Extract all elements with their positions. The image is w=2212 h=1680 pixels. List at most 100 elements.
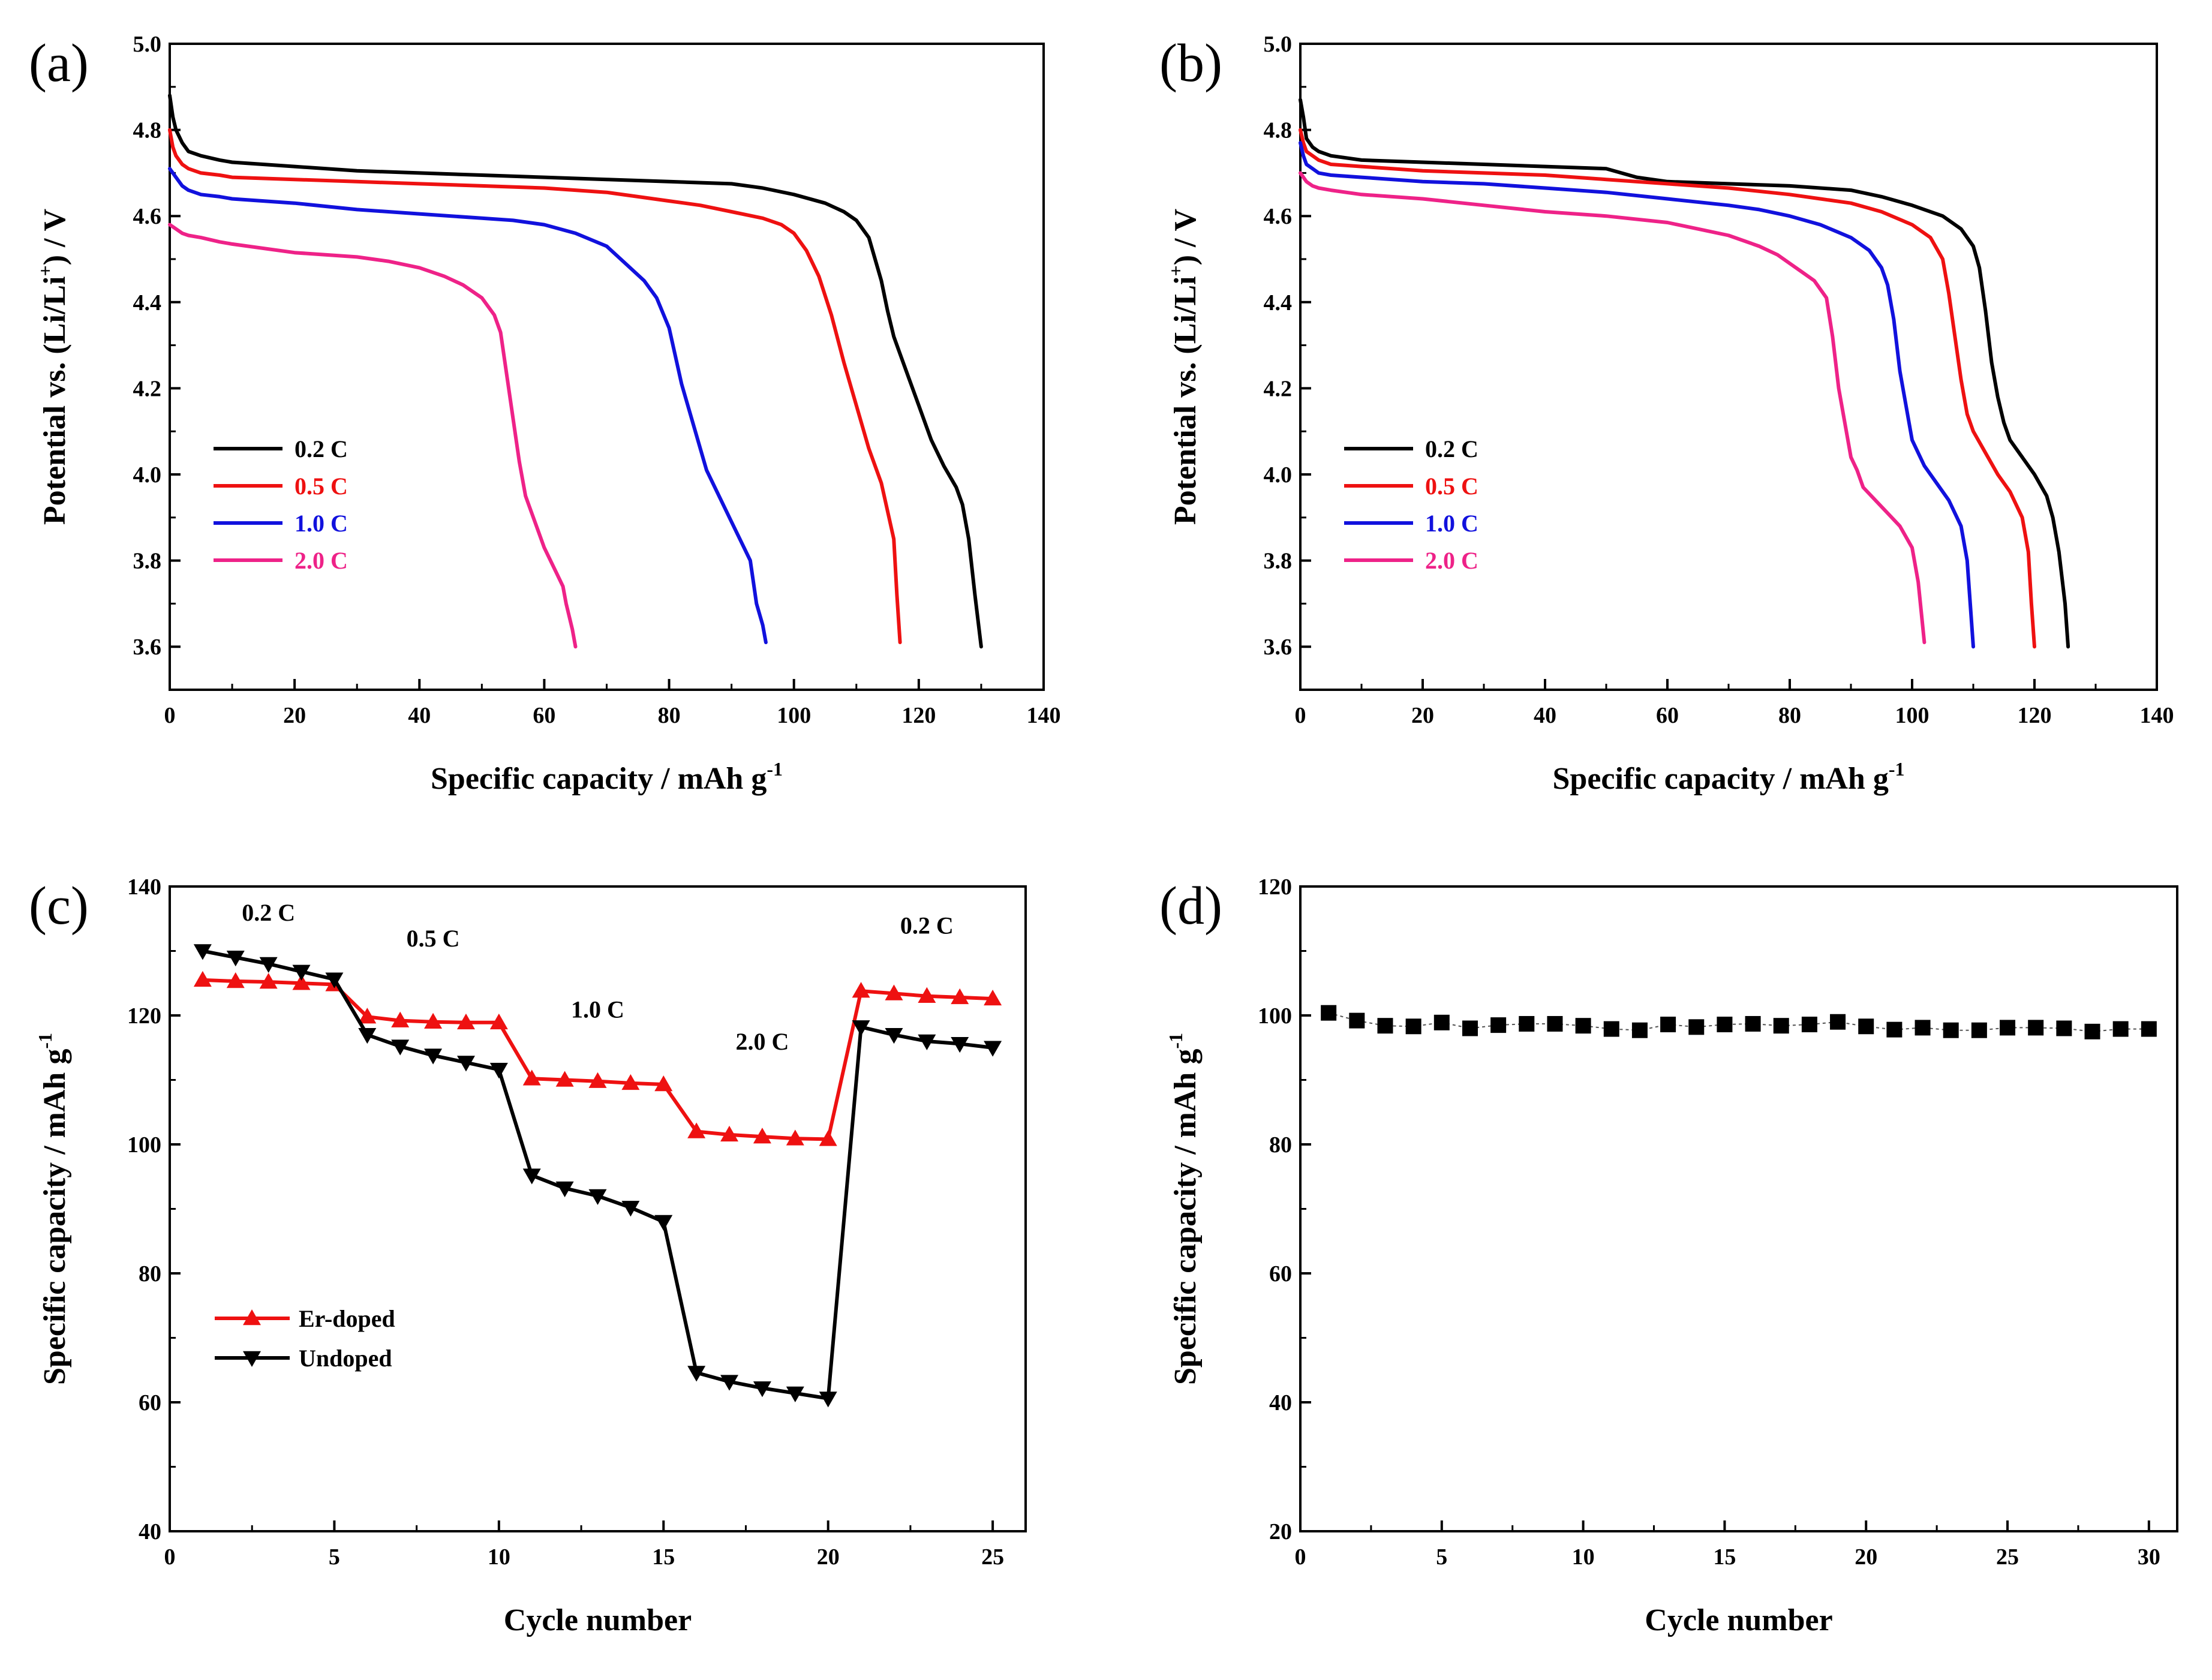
series-line-0-2-c bbox=[1299, 98, 2070, 649]
legend-label: 1.0 C bbox=[1425, 510, 1478, 537]
data-point bbox=[2112, 1021, 2129, 1037]
x-axis-title-main: Specific capacity / mAh g bbox=[431, 762, 767, 796]
series-line-0-2-c bbox=[168, 94, 983, 649]
data-point bbox=[1773, 1018, 1789, 1034]
series-line-1-0-c bbox=[168, 167, 768, 644]
data-point bbox=[424, 1048, 443, 1065]
data-point bbox=[654, 1075, 673, 1092]
data-point bbox=[2141, 1021, 2157, 1037]
x-tick-label: 15 bbox=[652, 1544, 675, 1570]
data-point bbox=[621, 1074, 640, 1090]
data-point bbox=[522, 1168, 541, 1185]
y-tick-label: 4.6 bbox=[1264, 204, 1293, 229]
y-tick-label: 40 bbox=[139, 1519, 161, 1544]
y-tick-label: 4.6 bbox=[133, 204, 162, 229]
data-point bbox=[226, 972, 245, 988]
data-point bbox=[1660, 1017, 1676, 1033]
data-point bbox=[522, 1069, 541, 1086]
x-tick-label: 20 bbox=[1411, 703, 1434, 728]
data-point bbox=[358, 1008, 377, 1024]
y-tick-label: 100 bbox=[127, 1132, 161, 1158]
y-tick-label: 4.8 bbox=[1264, 118, 1293, 143]
data-point bbox=[720, 1125, 739, 1142]
data-point bbox=[786, 1386, 804, 1402]
x-axis-title-sup: -1 bbox=[767, 758, 783, 780]
data-point bbox=[687, 1122, 706, 1138]
y-tick-label: 4.2 bbox=[1264, 376, 1293, 401]
data-point bbox=[819, 1392, 837, 1408]
y-axis-title: Specific capacity / mAh g-1 bbox=[34, 1033, 72, 1385]
x-tick-label: 0 bbox=[164, 703, 176, 728]
data-point bbox=[984, 1041, 1002, 1057]
data-point bbox=[555, 1071, 574, 1087]
y-axis-title-end: ) / V bbox=[38, 209, 72, 265]
data-point bbox=[885, 1028, 903, 1044]
data-point bbox=[621, 1201, 640, 1217]
legend-label: 1.0 C bbox=[294, 510, 348, 537]
data-point bbox=[193, 944, 212, 960]
x-tick-label: 140 bbox=[2140, 703, 2174, 728]
data-point bbox=[951, 1037, 969, 1053]
x-tick-label: 60 bbox=[1656, 703, 1679, 728]
y-tick-label: 60 bbox=[1269, 1261, 1292, 1287]
data-point bbox=[720, 1375, 739, 1391]
data-point bbox=[753, 1128, 771, 1144]
series-line-2-0-c bbox=[168, 223, 578, 649]
data-point bbox=[1688, 1019, 1705, 1035]
y-axis-title-main: Potential vs. (Li/Li bbox=[1168, 277, 1203, 525]
y-tick-label: 100 bbox=[1258, 1003, 1292, 1029]
x-axis-title: Cycle number bbox=[1645, 1603, 1832, 1637]
y-tick-label: 120 bbox=[1258, 874, 1292, 900]
data-point bbox=[456, 1056, 475, 1072]
y-tick-label: 4.4 bbox=[133, 290, 162, 315]
legend-label: Er-doped bbox=[299, 1305, 395, 1332]
y-tick-label: 120 bbox=[127, 1003, 161, 1029]
x-tick-label: 20 bbox=[283, 703, 306, 728]
series-line-0-5-c bbox=[168, 128, 902, 644]
legend-label: 0.5 C bbox=[1425, 473, 1478, 500]
data-point bbox=[292, 964, 311, 981]
x-tick-label: 0 bbox=[164, 1544, 176, 1570]
y-tick-label: 5.0 bbox=[133, 32, 162, 57]
x-axis-title: Specific capacity / mAh g-1 bbox=[431, 758, 783, 796]
y-axis-title-main: Specific capacity / mAh g bbox=[38, 1049, 72, 1385]
y-tick-label: 4.8 bbox=[133, 118, 162, 143]
x-tick-label: 0 bbox=[1295, 703, 1306, 728]
y-axis-title-main: Specific capacity / mAh g bbox=[1168, 1049, 1203, 1385]
y-axis-title-main: Potential vs. (Li/Li bbox=[38, 277, 72, 525]
data-point bbox=[2084, 1023, 2100, 1039]
data-point bbox=[489, 1063, 508, 1079]
data-point bbox=[456, 1013, 475, 1030]
data-point bbox=[819, 1130, 837, 1146]
legend-marker bbox=[243, 1309, 261, 1326]
data-point bbox=[1971, 1022, 1987, 1038]
rate-annotation: 2.0 C bbox=[735, 1028, 789, 1055]
data-point bbox=[1575, 1018, 1591, 1034]
data-point bbox=[951, 988, 969, 1005]
x-tick-label: 20 bbox=[817, 1544, 840, 1570]
y-axis-title-end: ) / V bbox=[1168, 209, 1203, 265]
legend-label: 0.2 C bbox=[1425, 435, 1478, 462]
x-tick-label: 120 bbox=[2018, 703, 2052, 728]
data-point bbox=[2000, 1020, 2016, 1036]
data-point bbox=[1321, 1005, 1337, 1021]
y-axis-title-sup: + bbox=[34, 265, 56, 276]
data-point bbox=[654, 1215, 673, 1231]
data-point bbox=[1886, 1021, 1903, 1038]
y-tick-label: 4.0 bbox=[133, 462, 162, 488]
y-tick-label: 4.2 bbox=[133, 376, 162, 401]
x-tick-label: 40 bbox=[408, 703, 431, 728]
legend-label: 2.0 C bbox=[294, 547, 348, 574]
y-axis-title: Specific capacity / mAh g-1 bbox=[1165, 1033, 1203, 1385]
data-point bbox=[1830, 1014, 1846, 1030]
data-point bbox=[1462, 1020, 1478, 1036]
y-axis-title: Potential vs. (Li/Li+) / V bbox=[34, 209, 72, 525]
legend-label: Undoped bbox=[299, 1345, 392, 1372]
y-tick-label: 3.6 bbox=[1264, 635, 1293, 660]
x-tick-label: 30 bbox=[2138, 1544, 2160, 1570]
data-point bbox=[1490, 1017, 1507, 1033]
y-axis-title-sup: -1 bbox=[1165, 1033, 1186, 1049]
x-tick-label: 100 bbox=[1895, 703, 1930, 728]
x-axis-title-main: Specific capacity / mAh g bbox=[1552, 762, 1888, 796]
